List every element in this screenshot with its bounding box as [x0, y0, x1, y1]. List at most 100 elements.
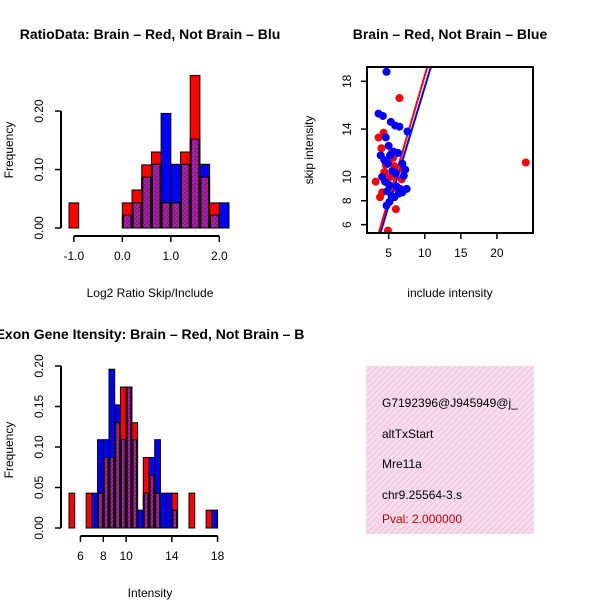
red-point-8 — [395, 94, 404, 103]
scatter-panel: Brain – Red, Not Brain – Blue 5 10 15 20 6 8 1… — [302, 26, 547, 300]
scatter-axes: 5 10 15 20 6 8 10 14 18 — [340, 66, 534, 260]
red-point-11 — [375, 193, 384, 202]
x-tick-label-2: 10 — [119, 549, 133, 563]
red-point-14 — [383, 226, 392, 233]
x-tick-label-3: 2.0 — [211, 249, 228, 263]
red-bar-13 — [188, 492, 196, 529]
ratio-histogram-marks — [68, 74, 230, 229]
y-tick-label-0: 6 — [340, 221, 354, 228]
blue-bar-0 — [91, 492, 99, 529]
x-tick-label-0: 5 — [385, 246, 392, 260]
intensity-histogram-title: Exon Gene Itensity: Brain – Red, Not Bra… — [0, 326, 304, 342]
info-box: G7192396@J945949@j_ altTxStart Mre11a ch… — [366, 366, 534, 534]
blue-point-29 — [399, 171, 408, 180]
overlap-bar-1 — [122, 214, 132, 229]
ratio-histogram-axes: -1.0 0.0 1.0 2.0 0.00 0.10 0.20 — [32, 99, 228, 263]
x-tick-label-0: -1.0 — [64, 249, 85, 263]
y-tick-label-1: 0.10 — [32, 158, 46, 182]
blue-point-30 — [398, 188, 407, 197]
info-event-type: altTxStart — [382, 427, 434, 441]
y-tick-label-1: 0.05 — [32, 475, 46, 499]
red-bar-0 — [68, 202, 80, 229]
intensity-histogram-ylabel: Frequency — [2, 422, 16, 479]
red-point-13 — [391, 205, 400, 214]
y-tick-label-2: 0.20 — [32, 99, 46, 123]
x-tick-label-2: 15 — [454, 246, 468, 260]
scatter-title: Brain – Red, Not Brain – Blue — [353, 26, 548, 42]
overlap-bar-7 — [126, 386, 132, 529]
blue-point-14 — [391, 169, 400, 178]
blue-bar-8 — [137, 509, 144, 529]
red-point-2 — [377, 144, 386, 153]
red-point-0 — [371, 177, 380, 186]
x-tick-label-0: 6 — [77, 549, 84, 563]
blue-point-16 — [401, 165, 410, 174]
overlap-bar-4 — [109, 457, 115, 529]
y-tick-label-2: 0.10 — [32, 435, 46, 459]
y-tick-label-0: 0.00 — [32, 216, 46, 240]
y-tick-label-3: 14 — [340, 122, 354, 136]
scatter-xlabel: include intensity — [407, 286, 492, 300]
blue-point-10 — [394, 148, 403, 157]
blue-bar-15 — [211, 509, 219, 529]
scatter-marks — [371, 67, 530, 233]
intensity-histogram-xlabel: Intensity — [128, 586, 173, 600]
info-box-background — [366, 366, 534, 534]
overlap-bar-9 — [143, 492, 149, 529]
ratio-histogram-xlabel: Log2 Ratio Skip/Include — [87, 286, 214, 300]
y-tick-label-2: 10 — [340, 170, 354, 184]
x-tick-label-3: 20 — [490, 246, 504, 260]
info-location: chr9.25564-3.s — [382, 488, 462, 502]
overlap-bar-12 — [172, 509, 178, 529]
overlap-bar-9 — [200, 176, 210, 229]
red-bar-0 — [68, 492, 76, 529]
intensity-histogram-panel: Exon Gene Itensity: Brain – Red, Not Bra… — [0, 326, 304, 600]
blue-bar-13 — [165, 492, 173, 529]
overlap-bar-5 — [161, 202, 171, 229]
blue-point-15 — [398, 159, 407, 168]
overlap-bar-6 — [120, 439, 126, 529]
overlap-bar-5 — [115, 422, 120, 529]
blue-bar-10 — [218, 202, 230, 229]
x-tick-label-1: 0.0 — [114, 249, 131, 263]
x-tick-label-4: 18 — [211, 549, 225, 563]
x-tick-label-1: 10 — [418, 246, 432, 260]
red-point-1 — [374, 133, 383, 142]
blue-point-31 — [376, 151, 385, 160]
overlap-bar-10 — [149, 474, 155, 529]
ratio-histogram-panel: RatioData: Brain – Red, Not Brain – Blu … — [2, 26, 280, 300]
red-bar-1 — [85, 492, 93, 529]
red-point-20 — [521, 158, 530, 167]
blue-point-7 — [381, 133, 390, 142]
scatter-plot-area — [371, 67, 530, 233]
x-tick-label-1: 8 — [100, 549, 107, 563]
intensity-histogram-axes: 6 8 10 14 18 0.00 0.05 0.10 0.15 0.20 — [32, 354, 225, 563]
scatter-ylabel: skip intensity — [302, 116, 316, 185]
blue-point-0 — [382, 67, 391, 76]
ratio-histogram-ylabel: Frequency — [2, 122, 16, 179]
blue-fit-line — [379, 67, 432, 233]
red-bar-14 — [205, 509, 213, 529]
y-tick-label-4: 0.20 — [32, 354, 46, 378]
x-tick-label-3: 14 — [165, 549, 179, 563]
overlap-bar-8 — [190, 138, 200, 229]
overlap-bar-3 — [103, 457, 109, 529]
overlap-bar-3 — [142, 176, 151, 229]
y-tick-label-0: 0.00 — [32, 516, 46, 540]
blue-point-5 — [395, 122, 404, 131]
intensity-histogram-marks — [68, 368, 219, 529]
blue-point-8 — [384, 141, 393, 150]
overlap-bar-4 — [151, 163, 161, 229]
blue-point-12 — [383, 159, 392, 168]
y-tick-label-1: 8 — [340, 197, 354, 204]
red-fit-line — [377, 67, 429, 233]
overlap-bar-11 — [155, 492, 160, 529]
blue-bar-12 — [159, 492, 167, 529]
overlap-bar-2 — [132, 202, 142, 229]
blue-point-6 — [403, 127, 412, 136]
y-tick-label-4: 18 — [340, 74, 354, 88]
info-gene-name: Mre11a — [382, 457, 422, 471]
info-event-id: G7192396@J945949@j_ — [382, 396, 518, 410]
